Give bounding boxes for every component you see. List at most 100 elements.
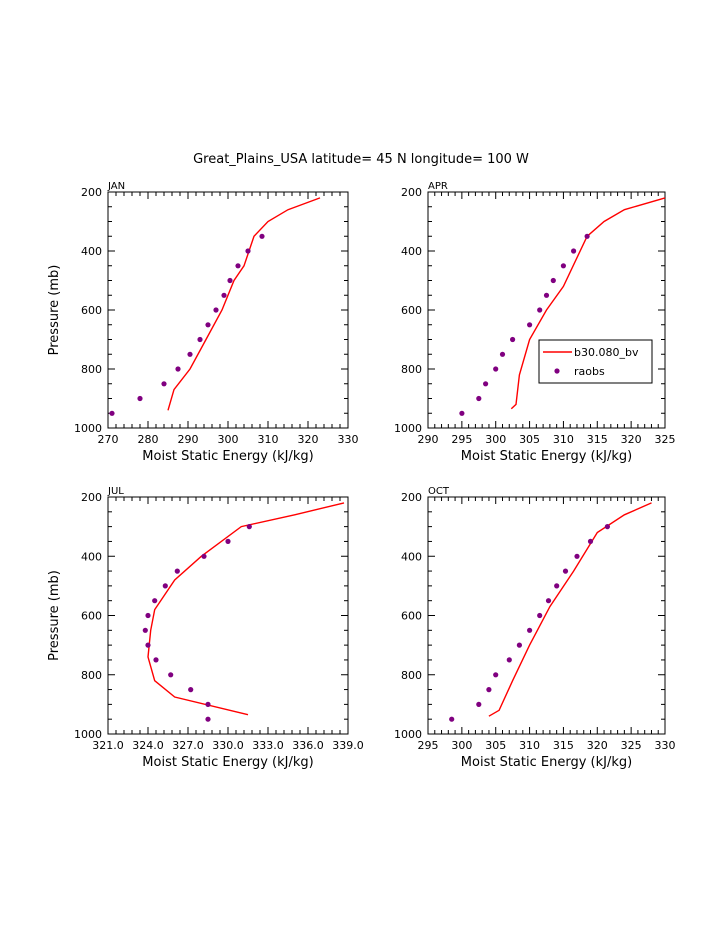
x-tick-label: 300 <box>218 433 239 446</box>
raobs-point <box>562 568 569 574</box>
panel-label: APR <box>428 181 448 192</box>
raobs-point <box>188 687 194 693</box>
panel-label: JUL <box>107 486 124 497</box>
raobs-point <box>197 336 203 343</box>
raobs-point <box>259 233 265 239</box>
x-tick-label: 330 <box>338 433 359 446</box>
model-line-jan <box>167 197 321 411</box>
legend-model-label: b30.080_bv <box>574 346 639 359</box>
raobs-point <box>550 277 556 284</box>
x-tick-label: 295 <box>418 739 439 752</box>
model-line-jul <box>147 502 345 716</box>
y-tick-label: 800 <box>81 363 102 376</box>
panel-oct: OCT 295 300 305 310 315 320 325 330 200 400 600 800 1… <box>394 486 676 770</box>
x-tick-label: 290 <box>178 433 199 446</box>
raobs-point <box>137 395 143 402</box>
x-tick-label: 315 <box>587 433 608 446</box>
raobs-point <box>506 657 512 663</box>
x-tick-label: 320 <box>587 739 608 752</box>
raobs-point <box>483 381 489 387</box>
y-tick-label: 1000 <box>74 728 102 741</box>
panel-label: OCT <box>428 486 450 497</box>
y-tick-label: 600 <box>81 304 102 317</box>
x-tick-label: 300 <box>485 433 506 446</box>
raobs-point <box>227 277 233 284</box>
raobs-point <box>205 701 211 708</box>
y-tick-label: 600 <box>81 610 102 623</box>
y-tick-label: 600 <box>401 610 422 623</box>
y-tick-label: 200 <box>401 186 422 199</box>
raobs-point <box>537 612 543 619</box>
x-tick-label: 300 <box>451 739 472 752</box>
figure-title: Great_Plains_USA latitude= 45 N longitud… <box>193 152 529 167</box>
y-tick-label: 400 <box>401 550 422 563</box>
y-tick-label: 800 <box>401 363 422 376</box>
y-tick-label: 1000 <box>74 422 102 435</box>
raobs-point <box>213 307 219 313</box>
raobs-point <box>175 366 181 372</box>
x-tick-label: 330.0 <box>212 739 244 752</box>
x-tick-label: 325 <box>655 433 676 446</box>
raobs-point <box>246 524 252 530</box>
x-tick-label: 325 <box>621 739 642 752</box>
raobs-point <box>201 553 207 559</box>
raobs-point <box>161 381 167 387</box>
raobs-point <box>587 538 594 545</box>
x-tick-label: 305 <box>485 739 506 752</box>
x-tick-label: 290 <box>418 433 439 446</box>
panel-jan: JAN 270 280 290 300 310 320 330 200 400 600 800 1000… <box>47 181 359 464</box>
raobs-point <box>459 410 465 416</box>
raobs-point <box>493 366 499 372</box>
x-axis-label: Moist Static Energy (kJ/kg) <box>461 449 632 464</box>
raobs-point <box>537 307 543 313</box>
y-tick-label: 800 <box>401 669 422 682</box>
x-axis-label: Moist Static Energy (kJ/kg) <box>142 755 313 770</box>
raobs-point <box>476 701 482 708</box>
raobs-point <box>543 292 550 298</box>
raobs-point <box>153 657 159 663</box>
raobs-point <box>225 538 231 545</box>
panels-container: JAN 270 280 290 300 310 320 330 200 400 600 800 1000… <box>47 181 676 770</box>
legend-obs-label: raobs <box>574 365 605 378</box>
y-tick-label: 200 <box>81 186 102 199</box>
plot-frame <box>107 191 349 429</box>
y-axis-label: Pressure (mb) <box>47 570 62 661</box>
x-tick-label: 310 <box>553 433 574 446</box>
y-tick-label: 1000 <box>394 728 422 741</box>
panel-label: JAN <box>107 181 125 192</box>
raobs-point <box>509 336 516 343</box>
x-axis-label: Moist Static Energy (kJ/kg) <box>461 755 632 770</box>
raobs-point <box>205 716 211 722</box>
raobs-point <box>516 642 523 648</box>
x-tick-label: 310 <box>258 433 279 446</box>
raobs-point <box>245 248 251 254</box>
raobs-point <box>449 716 455 722</box>
x-tick-label: 315 <box>553 739 574 752</box>
raobs-point <box>235 263 241 269</box>
raobs-point <box>152 598 158 604</box>
raobs-point <box>545 598 552 604</box>
model-line-apr <box>510 197 666 410</box>
raobs-point <box>527 322 533 328</box>
raobs-point <box>584 233 590 239</box>
raobs-point <box>221 292 227 298</box>
raobs-point <box>162 583 168 589</box>
raobs-point <box>145 642 151 648</box>
raobs-point <box>174 568 180 574</box>
x-tick-label: 320 <box>621 433 642 446</box>
raobs-point <box>145 612 151 619</box>
y-tick-label: 400 <box>401 245 422 258</box>
raobs-point <box>476 395 482 402</box>
y-axis-label: Pressure (mb) <box>47 265 62 356</box>
y-tick-label: 200 <box>81 491 102 504</box>
x-tick-label: 270 <box>98 433 119 446</box>
raobs-point <box>109 410 115 416</box>
x-tick-label: 336.0 <box>292 739 324 752</box>
x-tick-label: 320 <box>298 433 319 446</box>
raobs-point <box>571 248 577 254</box>
y-tick-label: 400 <box>81 550 102 563</box>
plot-frame <box>427 496 666 735</box>
raobs-point <box>205 322 211 328</box>
